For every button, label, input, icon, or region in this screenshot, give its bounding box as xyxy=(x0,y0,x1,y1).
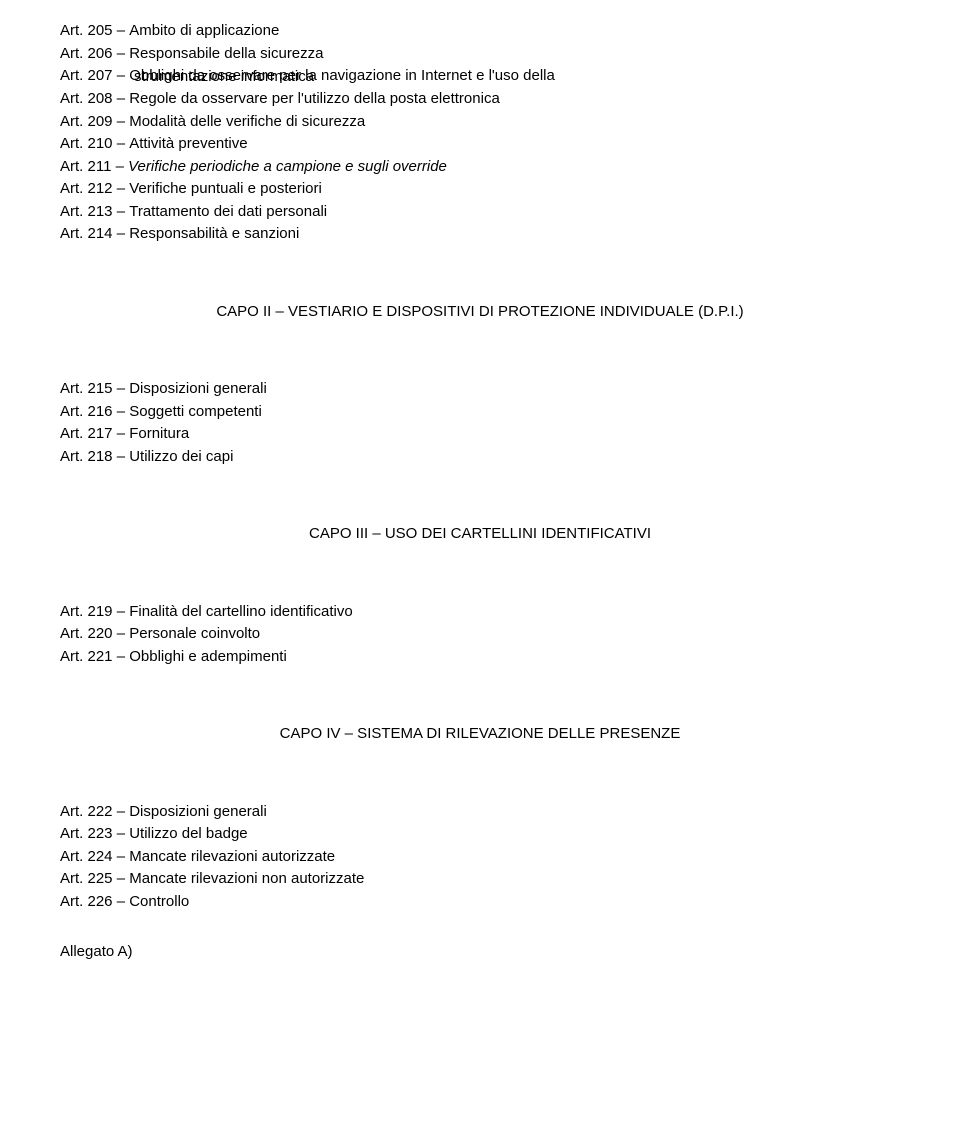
article-title: Modalità delle verifiche di sicurezza xyxy=(129,111,365,134)
article-line: Art. 214 – Responsabilità e sanzioni xyxy=(60,223,900,246)
article-title: Fornitura xyxy=(129,423,189,446)
separator: – xyxy=(113,868,130,891)
article-line: Art. 224 – Mancate rilevazioni autorizza… xyxy=(60,846,900,869)
article-title: Obblighi e adempimenti xyxy=(129,646,287,669)
article-line: Art. 209 – Modalità delle verifiche di s… xyxy=(60,111,900,134)
article-group: Art. 222 – Disposizioni generaliArt. 223… xyxy=(60,801,900,914)
article-title: Mancate rilevazioni autorizzate xyxy=(129,846,335,869)
article-line: Art. 222 – Disposizioni generali xyxy=(60,801,900,824)
article-title: Attività preventive xyxy=(129,133,247,156)
article-line: Art. 210 – Attività preventive xyxy=(60,133,900,156)
article-number: Art. 220 xyxy=(60,623,113,646)
article-title: Utilizzo del badge xyxy=(129,823,247,846)
separator: – xyxy=(111,156,128,179)
section-heading: CAPO IV – SISTEMA DI RILEVAZIONE DELLE P… xyxy=(60,723,900,746)
article-number: Art. 223 xyxy=(60,823,113,846)
separator: – xyxy=(113,646,130,669)
separator: – xyxy=(113,133,130,156)
article-number: Art. 208 xyxy=(60,88,113,111)
article-title: Mancate rilevazioni non autorizzate xyxy=(129,868,364,891)
separator: – xyxy=(113,65,130,88)
article-line: Art. 220 – Personale coinvolto xyxy=(60,623,900,646)
separator: – xyxy=(113,201,130,224)
separator: – xyxy=(113,846,130,869)
separator: – xyxy=(113,88,130,111)
article-line: Art. 213 – Trattamento dei dati personal… xyxy=(60,201,900,224)
article-line: Art. 216 – Soggetti competenti xyxy=(60,401,900,424)
article-line: Art. 225 – Mancate rilevazioni non autor… xyxy=(60,868,900,891)
separator: – xyxy=(113,378,130,401)
separator: – xyxy=(113,891,130,914)
article-number: Art. 225 xyxy=(60,868,113,891)
article-line: Art. 215 – Disposizioni generali xyxy=(60,378,900,401)
article-group: Art. 219 – Finalità del cartellino ident… xyxy=(60,601,900,669)
article-number: Art. 214 xyxy=(60,223,113,246)
article-title: Disposizioni generali xyxy=(129,801,267,824)
separator: – xyxy=(113,178,130,201)
document-page: Art. 205 – Ambito di applicazioneArt. 20… xyxy=(0,0,960,1000)
article-line: Art. 205 – Ambito di applicazione xyxy=(60,20,900,43)
article-title: Controllo xyxy=(129,891,189,914)
article-line: Art. 218 – Utilizzo dei capi xyxy=(60,446,900,469)
article-number: Art. 207 xyxy=(60,65,113,88)
article-title: Verifiche periodiche a campione e sugli … xyxy=(128,156,447,179)
section-heading: CAPO II – VESTIARIO E DISPOSITIVI DI PRO… xyxy=(60,301,900,324)
article-line: Art. 223 – Utilizzo del badge xyxy=(60,823,900,846)
article-group: Art. 215 – Disposizioni generaliArt. 216… xyxy=(60,378,900,468)
article-number: Art. 224 xyxy=(60,846,113,869)
separator: – xyxy=(113,20,130,43)
article-number: Art. 205 xyxy=(60,20,113,43)
separator: – xyxy=(113,401,130,424)
article-number: Art. 226 xyxy=(60,891,113,914)
article-group: Art. 205 – Ambito di applicazioneArt. 20… xyxy=(60,20,900,246)
separator: – xyxy=(113,801,130,824)
separator: – xyxy=(113,423,130,446)
separator: – xyxy=(113,823,130,846)
article-line: Art. 226 – Controllo xyxy=(60,891,900,914)
separator: – xyxy=(113,111,130,134)
article-number: Art. 209 xyxy=(60,111,113,134)
separator: – xyxy=(113,601,130,624)
article-number: Art. 216 xyxy=(60,401,113,424)
article-line: Art. 211 – Verifiche periodiche a campio… xyxy=(60,156,900,179)
article-title: Soggetti competenti xyxy=(129,401,262,424)
article-title: Regole da osservare per l'utilizzo della… xyxy=(129,88,500,111)
article-number: Art. 217 xyxy=(60,423,113,446)
article-title: Trattamento dei dati personali xyxy=(129,201,327,224)
article-line: Art. 212 – Verifiche puntuali e posterio… xyxy=(60,178,900,201)
article-title: Finalità del cartellino identificativo xyxy=(129,601,352,624)
separator: – xyxy=(113,623,130,646)
article-title: Ambito di applicazione xyxy=(129,20,279,43)
article-line: Art. 206 – Responsabile della sicurezza xyxy=(60,43,900,66)
article-number: Art. 211 xyxy=(60,156,111,179)
article-number: Art. 222 xyxy=(60,801,113,824)
separator: – xyxy=(113,446,130,469)
article-title: Disposizioni generali xyxy=(129,378,267,401)
article-number: Art. 212 xyxy=(60,178,113,201)
article-line: Art. 219 – Finalità del cartellino ident… xyxy=(60,601,900,624)
article-number: Art. 206 xyxy=(60,43,113,66)
separator: – xyxy=(113,43,130,66)
article-line: Art. 208 – Regole da osservare per l'uti… xyxy=(60,88,900,111)
article-number: Art. 221 xyxy=(60,646,113,669)
article-title: Personale coinvolto xyxy=(129,623,260,646)
article-line: Art. 217 – Fornitura xyxy=(60,423,900,446)
article-title: Responsabilità e sanzioni xyxy=(129,223,299,246)
content-container: Art. 205 – Ambito di applicazioneArt. 20… xyxy=(60,20,900,913)
allegato-label: Allegato A) xyxy=(60,943,900,960)
article-number: Art. 218 xyxy=(60,446,113,469)
article-title: Responsabile della sicurezza xyxy=(129,43,323,66)
article-number: Art. 215 xyxy=(60,378,113,401)
article-number: Art. 213 xyxy=(60,201,113,224)
article-title: Verifiche puntuali e posteriori xyxy=(129,178,322,201)
section-heading: CAPO III – USO DEI CARTELLINI IDENTIFICA… xyxy=(60,523,900,546)
separator: – xyxy=(113,223,130,246)
article-line: Art. 221 – Obblighi e adempimenti xyxy=(60,646,900,669)
article-title: Utilizzo dei capi xyxy=(129,446,233,469)
article-number: Art. 219 xyxy=(60,601,113,624)
article-number: Art. 210 xyxy=(60,133,113,156)
